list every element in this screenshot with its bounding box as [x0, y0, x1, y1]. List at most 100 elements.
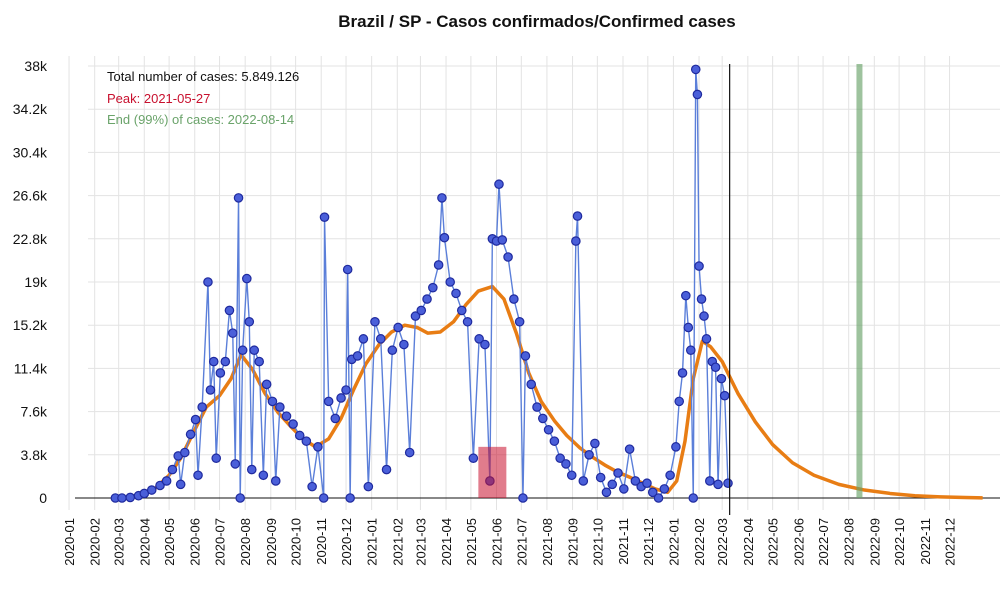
data-point — [647, 487, 658, 498]
data-point — [619, 484, 629, 494]
y-tick-label: 34.2k — [13, 101, 48, 117]
data-point — [624, 444, 635, 454]
peak-note: Peak: 2021-05-27 — [107, 91, 210, 106]
y-tick-label: 15.2k — [13, 317, 48, 333]
data-point — [681, 290, 691, 301]
data-point — [155, 480, 165, 491]
data-point — [167, 464, 178, 475]
total-cases-note: Total number of cases: 5.849.126 — [107, 69, 299, 84]
y-tick-label: 19k — [24, 274, 48, 290]
x-tick-label: 2022-07 — [816, 518, 831, 566]
data-point — [674, 396, 685, 407]
data-point — [480, 339, 490, 350]
data-point — [416, 305, 427, 316]
data-point — [237, 345, 248, 356]
x-tick-label: 2022-08 — [842, 518, 857, 566]
x-tick-label: 2020-08 — [238, 518, 253, 566]
x-tick-label: 2020-05 — [162, 518, 177, 566]
data-point — [281, 411, 292, 421]
data-point — [555, 453, 565, 464]
data-point — [211, 453, 222, 464]
data-point — [537, 413, 548, 424]
x-tick-label: 2020-06 — [188, 518, 203, 566]
data-point — [244, 316, 255, 327]
data-point — [341, 385, 351, 395]
data-point — [381, 464, 392, 475]
data-point — [428, 282, 438, 293]
data-point — [275, 402, 285, 412]
data-point — [233, 193, 244, 203]
data-point — [227, 328, 238, 338]
data-point — [509, 294, 519, 304]
x-tick-label: 2020-02 — [88, 518, 103, 566]
data-point — [566, 470, 577, 481]
data-point — [584, 449, 594, 460]
data-point — [532, 402, 542, 412]
data-point — [161, 476, 172, 486]
data-point — [439, 232, 450, 243]
data-point — [242, 273, 252, 284]
data-point — [399, 339, 409, 350]
end-marker — [856, 64, 863, 498]
data-point — [433, 260, 444, 270]
x-tick-label: 2021-07 — [514, 518, 529, 566]
y-tick-label: 0 — [39, 490, 47, 506]
data-point — [220, 356, 231, 367]
x-tick-label: 2021-12 — [641, 518, 656, 566]
data-point — [571, 236, 581, 246]
data-point — [497, 235, 508, 245]
data-point — [345, 493, 355, 503]
y-tick-label: 3.8k — [21, 447, 48, 463]
data-point — [208, 356, 219, 367]
data-point — [719, 390, 730, 401]
data-point — [215, 368, 226, 378]
data-point — [572, 211, 583, 221]
data-point — [319, 212, 330, 222]
data-point — [249, 345, 260, 356]
data-point — [456, 305, 467, 316]
data-point — [370, 316, 380, 327]
x-tick-label: 2020-07 — [213, 518, 228, 566]
data-point — [468, 453, 479, 464]
data-point — [235, 493, 245, 503]
data-point — [549, 436, 560, 446]
data-point — [590, 438, 600, 449]
data-point — [342, 264, 353, 275]
data-point — [258, 470, 269, 481]
data-point — [410, 311, 421, 321]
data-point — [146, 485, 157, 495]
data-point — [246, 464, 257, 475]
data-point — [514, 316, 525, 327]
data-point — [494, 179, 504, 190]
data-point — [375, 334, 386, 344]
data-point — [578, 476, 589, 486]
x-tick-label: 2021-10 — [590, 518, 605, 566]
x-tick-label: 2021-06 — [489, 518, 504, 566]
data-point — [503, 252, 513, 262]
y-tick-label: 7.6k — [21, 404, 48, 420]
x-tick-label: 2021-11 — [616, 518, 631, 565]
data-point — [294, 430, 305, 441]
data-point — [323, 396, 334, 407]
fitted-line — [115, 284, 983, 500]
data-point — [205, 385, 216, 395]
data-point — [683, 322, 694, 333]
data-point — [685, 345, 696, 356]
y-tick-labels: 0 3.8k 7.6k 11.4k 15.2k 19k 22.8k 26.6k 30.4k 34.… — [13, 58, 48, 506]
data-point — [561, 459, 571, 469]
x-tick-label: 2022-04 — [741, 518, 756, 566]
data-point — [630, 476, 641, 486]
data-point — [301, 436, 312, 446]
x-tick-label: 2021-03 — [413, 518, 428, 566]
x-tick-label: 2020-10 — [289, 518, 304, 566]
chart-title: Brazil / SP - Casos confirmados/Confirme… — [338, 12, 735, 31]
data-point — [185, 429, 196, 440]
data-point — [543, 424, 554, 435]
x-tick-label: 2022-03 — [715, 518, 730, 566]
data-point — [526, 379, 537, 390]
data-point — [288, 419, 298, 429]
x-tick-label: 2020-11 — [314, 518, 329, 565]
data-point — [175, 479, 186, 490]
x-tick-label: 2020-12 — [339, 518, 354, 566]
